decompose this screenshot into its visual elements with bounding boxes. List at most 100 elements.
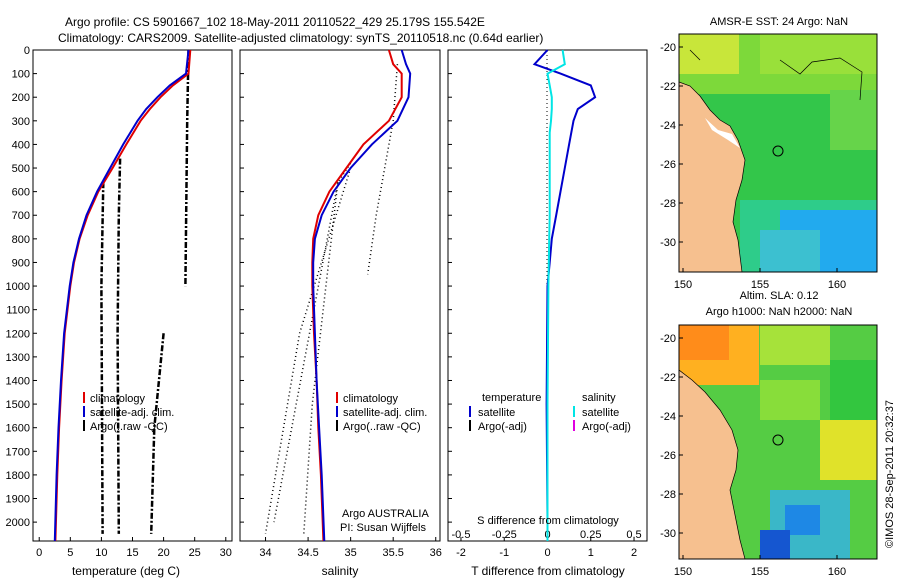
x-tick-label: 25	[189, 547, 201, 559]
legend-label-s-satellite: satellite	[582, 407, 619, 419]
legend-title-temperature: temperature	[482, 392, 541, 404]
legend-title-salinity: salinity	[582, 392, 616, 404]
y-tick-label: 1000	[6, 281, 30, 293]
y-tick-label: 1100	[6, 305, 30, 317]
y-tick-label: 700	[12, 210, 30, 222]
argo-raw-trace	[184, 49, 190, 287]
lat-tick-label: -26	[660, 450, 676, 462]
x-tick-label: 5	[67, 547, 73, 559]
x-tick-label: 2	[631, 547, 637, 559]
lat-tick-label: -30	[660, 528, 676, 540]
x-tick-label: 0	[36, 547, 42, 559]
lat-tick-label: -20	[660, 42, 676, 54]
y-tick-label: 1400	[6, 375, 30, 387]
argo-location-marker	[772, 434, 784, 446]
argo-program-annotation: Argo AUSTRALIA	[342, 508, 429, 520]
y-tick-label: 300	[12, 116, 30, 128]
lon-tick-label: 160	[828, 279, 846, 291]
legend-label-s-argo: Argo(-adj)	[582, 421, 631, 433]
x-tick-label: 0	[544, 547, 550, 559]
sla-map-frame	[678, 324, 878, 560]
temperature-argo-profile	[100, 49, 190, 534]
sst-map-title: AMSR-E SST: 24 Argo: NaN	[710, 16, 848, 28]
x-tick-label: 1	[588, 547, 594, 559]
salinity-xlabel: salinity	[322, 564, 359, 578]
y-tick-label: 900	[12, 257, 30, 269]
difference-xlabel-salinity: S difference from climatology	[477, 515, 619, 527]
lat-tick-label: -28	[660, 489, 676, 501]
y-tick-label: 400	[12, 139, 30, 151]
y-tick-label: 1900	[6, 494, 30, 506]
series-line-satellite-adj-clim-	[53, 49, 190, 542]
series-line-climatology	[54, 49, 192, 542]
salinity-legend: climatology satellite-adj. clim. Argo(..…	[336, 392, 427, 433]
x-tick-label: 15	[126, 547, 138, 559]
y-tick-label: 800	[12, 234, 30, 246]
lat-tick-label: -22	[660, 81, 676, 93]
legend-label-t-argo: Argo(-adj)	[478, 421, 527, 433]
lon-tick-label: 155	[751, 566, 769, 578]
y-tick-label: 100	[12, 69, 30, 81]
argo-location-marker	[772, 145, 784, 157]
pi-annotation: PI: Susan Wijffels	[340, 522, 426, 534]
argo-raw-trace	[149, 333, 165, 534]
lat-tick-label: -30	[660, 237, 676, 249]
legend-label-satellite: satellite-adj. clim.	[343, 407, 427, 419]
y-tick-label: 1800	[6, 470, 30, 482]
sst-map: AMSR-E SST: 24 Argo: NaN -20 -22 -24 -26 -28…	[660, 16, 878, 291]
lat-tick-label: -24	[660, 120, 676, 132]
legend-label-climatology: climatology	[343, 393, 399, 405]
argo-raw-trace	[366, 64, 399, 275]
lon-tick-label: 155	[751, 279, 769, 291]
x-tick-label: 34	[259, 547, 271, 559]
argo-raw-trace	[273, 162, 352, 523]
difference-xlabel-temperature: T difference from climatology	[471, 564, 625, 578]
salinity-plot-frame	[239, 49, 441, 542]
x-tick-label: 35	[345, 547, 357, 559]
salinity-argo-profile	[264, 64, 399, 535]
series-line-climatology	[311, 49, 403, 542]
x-tick-label: -1	[499, 547, 509, 559]
x-top-tick-label: -0.5	[451, 529, 470, 541]
temperature-legend: climatology satellite-adj. clim. Argo(..…	[83, 392, 174, 433]
x-tick-label: -2	[456, 547, 466, 559]
legend-label-argo: Argo(..raw -QC)	[90, 421, 168, 433]
temperature-plot-frame	[32, 49, 233, 542]
sla-map: Altim. SLA: 0.12 Argo h1000: NaN h2000: …	[660, 290, 878, 578]
argo-raw-trace	[100, 182, 105, 534]
argo-raw-trace	[116, 158, 122, 534]
x-tick-label: 30	[220, 547, 232, 559]
y-tick-label: 200	[12, 92, 30, 104]
y-tick-label: 0	[24, 45, 30, 57]
y-tick-label: 1200	[6, 328, 30, 340]
lat-tick-label: -20	[660, 333, 676, 345]
series-line-temperature-satellite	[532, 49, 597, 541]
salinity-panel: 34 34.5 35 35.5 36 salinity climatology sate…	[239, 49, 442, 578]
header-line-2: Climatology: CARS2009. Satellite-adjuste…	[58, 31, 543, 45]
y-tick-label: 1500	[6, 399, 30, 411]
header-line-1: Argo profile: CS 5901667_102 18-May-2011…	[65, 15, 485, 29]
legend-label-t-satellite: satellite	[478, 407, 515, 419]
series-line-salinity-satellite	[546, 49, 566, 541]
lat-tick-label: -22	[660, 372, 676, 384]
y-tick-label: 1300	[6, 352, 30, 364]
temperature-xlabel: temperature (deg C)	[72, 564, 180, 578]
x-top-tick-label: -0.25	[492, 529, 517, 541]
y-tick-label: 500	[12, 163, 30, 175]
sla-map-title-1: Altim. SLA: 0.12	[740, 290, 819, 302]
x-tick-label: 35.5	[382, 547, 403, 559]
series-line-satellite-adj-clim-	[312, 49, 412, 542]
lon-tick-label: 150	[674, 279, 692, 291]
x-tick-label: 34.5	[297, 547, 318, 559]
lon-tick-label: 160	[828, 566, 846, 578]
x-tick-label: 10	[95, 547, 107, 559]
lat-tick-label: -24	[660, 411, 676, 423]
y-tick-label: 600	[12, 187, 30, 199]
y-tick-label: 2000	[6, 517, 30, 529]
argo-raw-trace	[264, 167, 352, 535]
imos-timestamp: ©IMOS 28-Sep-2011 20:32:37	[884, 400, 896, 548]
temperature-panel: 0 5 10 15 20 25 300100200300400500600700800900…	[6, 45, 233, 578]
lon-tick-label: 150	[674, 566, 692, 578]
